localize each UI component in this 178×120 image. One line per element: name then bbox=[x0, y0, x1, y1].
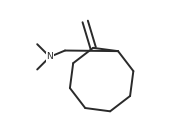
Text: N: N bbox=[46, 52, 53, 61]
